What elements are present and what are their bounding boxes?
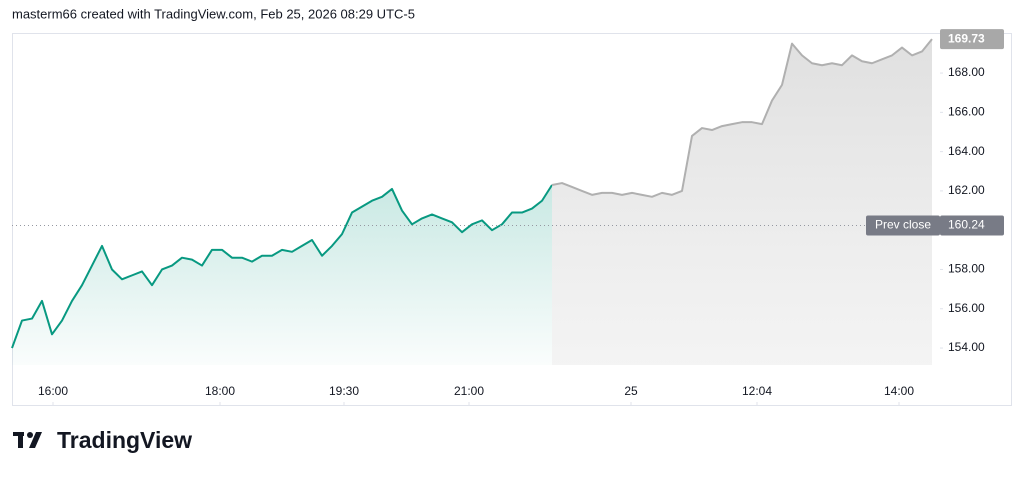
x-tick-label: 16:00 [38,384,68,398]
last-price-label: 169.73 [948,31,985,45]
logo-icon [13,432,42,448]
y-tick-label: 158.00 [948,262,985,276]
header: masterm66 created with TradingView.com, … [12,6,415,21]
prev-close-value-box [940,215,1004,236]
series-area [12,185,552,365]
y-tick-label: 154.00 [948,340,985,354]
plot: 154.00156.00158.00160.00162.00164.00166.… [11,29,1004,405]
x-tick-label: 19:30 [329,384,359,398]
x-tick-label: 21:00 [454,384,484,398]
x-tick-label: 14:00 [884,384,914,398]
x-tick-label: 12:04 [742,384,772,398]
x-tick-label: 18:00 [205,384,235,398]
prev-close-value: 160.24 [948,218,985,232]
y-tick-label: 156.00 [948,301,985,315]
y-tick-label: 164.00 [948,144,985,158]
prev-close-name: Prev close [875,218,931,232]
y-tick-label: 166.00 [948,105,985,119]
series-line [551,38,933,198]
y-tick-label: 168.00 [948,65,985,79]
series-area [552,39,932,366]
prev-close-name-box [866,215,940,236]
x-tick-label: 25 [624,384,638,398]
series-line [11,184,553,349]
frame [12,33,1012,406]
last-price-box [940,29,1004,50]
logo-text: TradingView [57,427,192,453]
y-tick-label: 162.00 [948,183,985,197]
